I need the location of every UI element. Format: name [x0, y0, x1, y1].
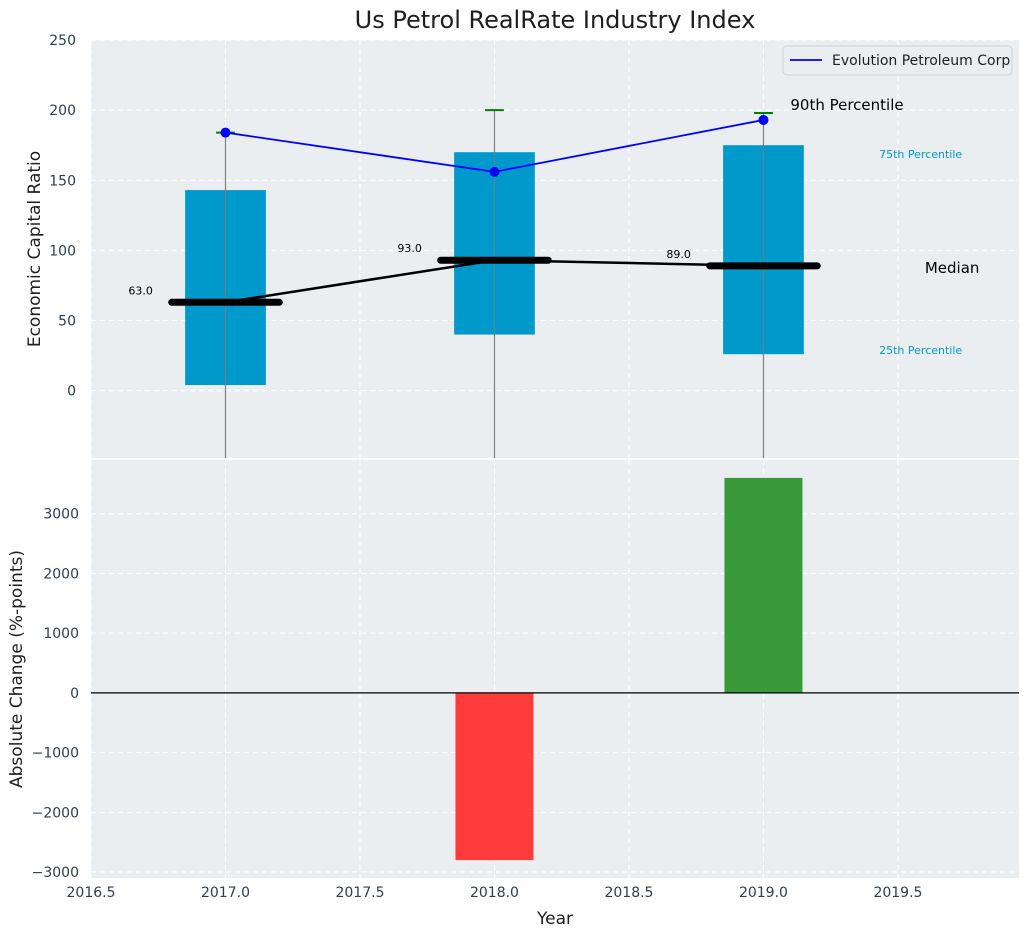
company-series-point [489, 166, 500, 177]
xtick-label: 2017.0 [201, 885, 250, 901]
p25-annotation: 25th Percentile [879, 344, 962, 357]
top-ytick-label: 0 [67, 384, 76, 400]
bottom-ytick-label: −3000 [32, 865, 79, 881]
xtick-label: 2019.0 [739, 885, 788, 901]
xtick-label: 2018.0 [470, 885, 519, 901]
xtick-label: 2016.5 [67, 885, 116, 901]
median-value-label: 89.0 [666, 248, 691, 261]
top-ytick-label: 200 [49, 103, 76, 119]
bottom-ytick-label: −2000 [32, 805, 79, 821]
bottom-ytick-label: −1000 [32, 746, 79, 762]
p75-annotation: 75th Percentile [879, 148, 962, 161]
legend[interactable]: Evolution Petroleum Corp [782, 45, 1013, 76]
change-bar [724, 477, 803, 693]
bottom-ylabel: Absolute Change (%-points) [7, 550, 27, 788]
top-ytick-label: 150 [49, 173, 76, 189]
bottom-panel: −3000 −2000 −1000 0 1000 2000 3000 2016.5 2017.0… [7, 460, 1019, 929]
change-bar [455, 692, 534, 861]
xtick-label: 2018.5 [604, 885, 653, 901]
top-ytick-label: 100 [49, 243, 76, 259]
chart-title: Us Petrol RealRate Industry Index [355, 6, 756, 34]
top-ylabel: Economic Capital Ratio [25, 151, 45, 347]
median-value-label: 93.0 [397, 242, 422, 255]
bottom-ytick-label: 0 [70, 686, 79, 702]
top-ytick-label: 250 [49, 33, 76, 49]
p90-annotation: 90th Percentile [790, 96, 903, 114]
median-annotation: Median [925, 259, 980, 277]
top-panel: 0 50 100 150 200 250 Economic Capital Ratio 63.… [25, 33, 1019, 458]
bottom-plot-area [91, 460, 1019, 878]
legend-frame [782, 45, 1013, 76]
bottom-ytick-label: 2000 [43, 566, 79, 582]
company-series-point [220, 127, 231, 138]
legend-label: Evolution Petroleum Corp [832, 53, 1010, 69]
xtick-label: 2017.5 [335, 885, 384, 901]
bottom-ytick-label: 3000 [43, 507, 79, 523]
xlabel: Year [536, 909, 573, 929]
top-ytick-label: 50 [58, 314, 76, 330]
median-value-label: 63.0 [128, 284, 153, 297]
bottom-ytick-label: 1000 [43, 626, 79, 642]
xtick-label: 2019.5 [873, 885, 922, 901]
company-series-point [758, 114, 769, 125]
